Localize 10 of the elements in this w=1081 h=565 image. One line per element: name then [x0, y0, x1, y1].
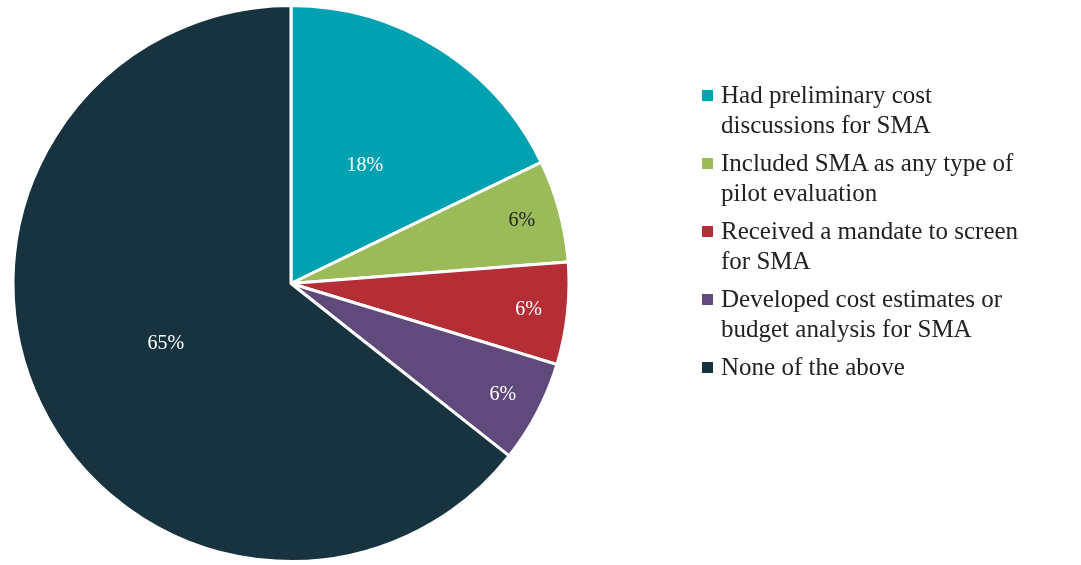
- data-label: 6%: [515, 296, 542, 319]
- data-label: 6%: [508, 208, 536, 231]
- data-label: 18%: [346, 152, 384, 175]
- legend-label: Received a mandate to screen for SMA: [721, 216, 1020, 276]
- legend-label: Had preliminary cost discussions for SMA: [721, 80, 934, 140]
- legend-label: Included SMA as any type of pilot evaluation: [721, 148, 1015, 208]
- legend-label: None of the above: [721, 352, 905, 382]
- data-label: 65%: [147, 331, 185, 354]
- data-label: 6%: [489, 381, 517, 404]
- legend-label: Developed cost estimates or budget analysis for SMA: [721, 284, 1004, 344]
